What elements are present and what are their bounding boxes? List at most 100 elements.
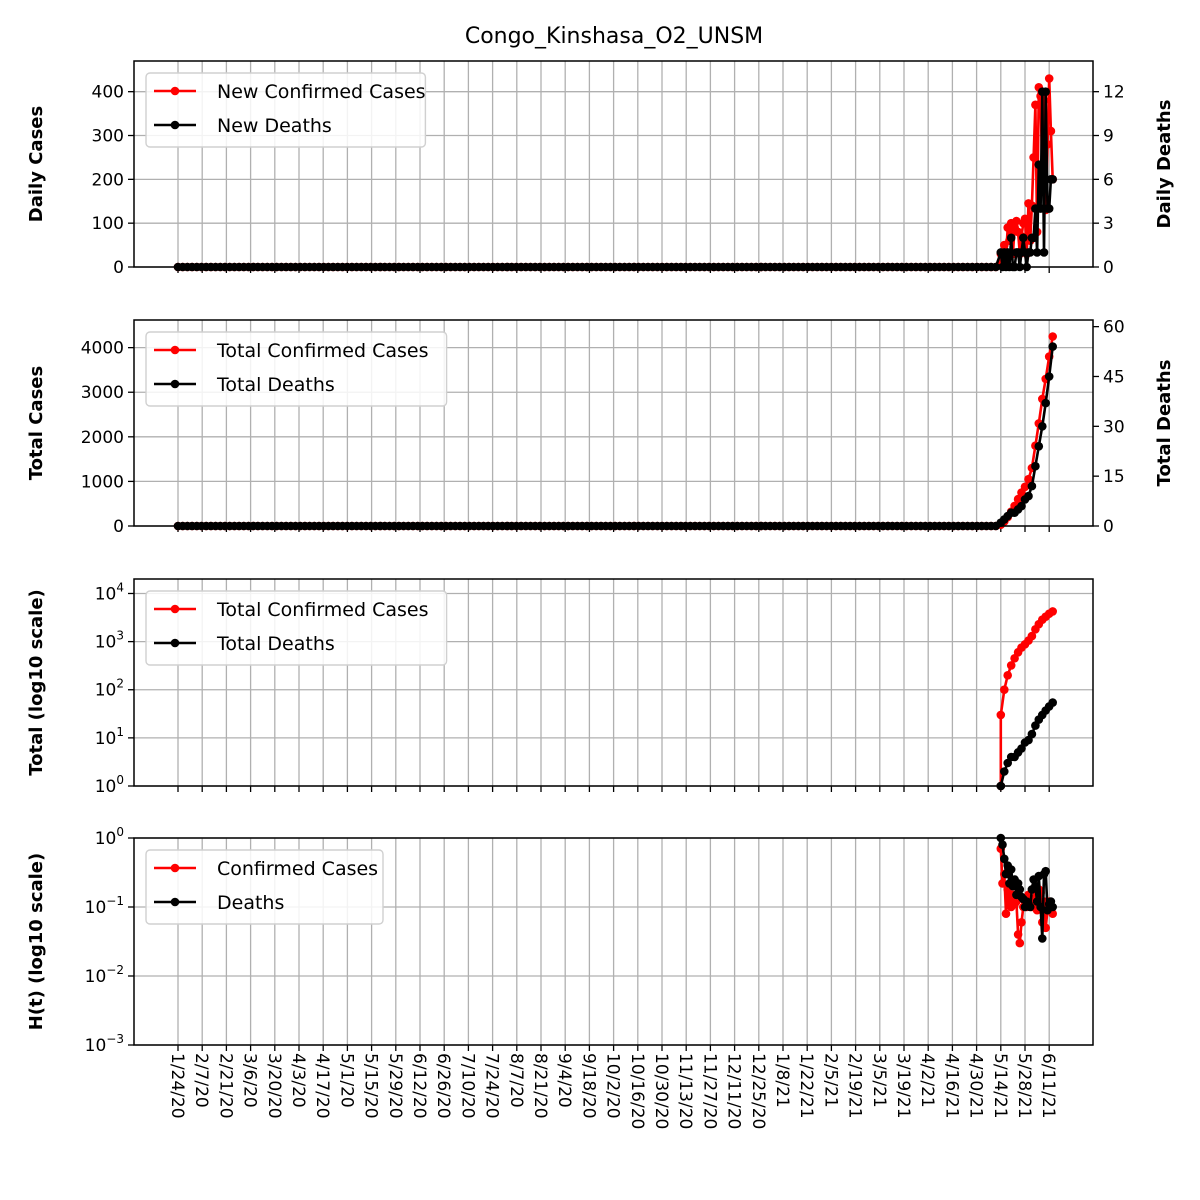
legend-swatch-marker (170, 379, 180, 389)
axes-frame (133, 60, 1094, 268)
legend: Total Confirmed Cases Total Deaths (145, 331, 448, 407)
legend-label: New Confirmed Cases (217, 81, 426, 103)
data-point (1048, 698, 1057, 707)
data-point (1027, 729, 1037, 739)
axes-frame (133, 837, 1094, 1046)
figure-title: Congo_Kinshasa_O2_UNSM (465, 24, 763, 49)
legend-swatch-marker (170, 604, 180, 614)
x-tick-label: 2/5/21 (820, 1053, 840, 1108)
x-tick-label: 2/19/21 (845, 1053, 865, 1119)
x-tick-label: 10/30/20 (651, 1053, 671, 1129)
x-tick-label: 4/17/20 (312, 1053, 332, 1119)
x-tick-label: 1/8/21 (772, 1053, 792, 1108)
y-right-tick-label: 60 (1103, 318, 1125, 338)
x-tick-label: 2/7/20 (191, 1053, 211, 1108)
x-tick-label: 5/28/21 (1014, 1053, 1034, 1119)
data-point (1029, 233, 1038, 243)
y-axis-label: Daily Cases (26, 106, 47, 222)
legend-swatch-marker (170, 638, 180, 648)
legend-label: Total Confirmed Cases (216, 599, 429, 621)
data-point (1017, 501, 1026, 511)
y-tick-label: 10−1 (85, 894, 124, 918)
y-right-tick-label: 30 (1103, 417, 1125, 437)
data-point (1025, 902, 1035, 912)
data-point (1036, 204, 1045, 213)
x-tick-label: 2/21/20 (215, 1053, 235, 1119)
x-tick-label: 5/15/20 (361, 1053, 381, 1119)
data-point (1001, 909, 1011, 918)
data-point (1024, 491, 1033, 501)
y-right-tick-label: 9 (1103, 127, 1114, 147)
legend: New Confirmed Cases New Deaths (145, 72, 427, 148)
data-point (1032, 248, 1042, 257)
data-point (1048, 902, 1057, 912)
series-2 (996, 698, 1057, 791)
y-right-tick-label: 3 (1103, 214, 1114, 234)
y-tick-label: 100 (92, 214, 124, 234)
data-point (1013, 930, 1023, 939)
data-point (1031, 461, 1040, 471)
x-tick-label: 4/16/21 (941, 1053, 961, 1119)
x-tick-label: 1/24/20 (167, 1053, 187, 1119)
y-axis-label: H(t) (log10 scale) (26, 853, 47, 1031)
y-right-tick-label: 12 (1103, 83, 1125, 103)
data-point (1006, 865, 1016, 874)
x-tick-label: 3/20/20 (264, 1053, 284, 1119)
data-point (1020, 482, 1030, 492)
data-point (1006, 233, 1016, 243)
y-tick-label: 0 (113, 517, 124, 537)
axes-frame (133, 319, 1094, 527)
data-point (1000, 685, 1009, 694)
x-tick-label: 3/5/21 (869, 1053, 889, 1108)
y-tick-label: 2000 (81, 428, 124, 448)
legend-swatch-marker (170, 86, 180, 96)
series-2 (173, 87, 1057, 272)
data-point (1044, 74, 1054, 83)
legend-box (145, 849, 384, 925)
y-tick-label: 3000 (81, 383, 124, 403)
legend-swatch-marker (170, 897, 180, 907)
y-right-tick-label: 45 (1103, 367, 1125, 387)
data-point (1003, 248, 1012, 257)
y-tick-label: 10−2 (85, 963, 124, 987)
data-point (1015, 938, 1025, 948)
data-point (1000, 767, 1009, 776)
y-tick-label: 1000 (81, 472, 124, 492)
data-point (1017, 918, 1026, 927)
legend: Total Confirmed Cases Total Deaths (145, 590, 448, 666)
data-point (1036, 902, 1045, 912)
x-tick-label: 3/19/21 (893, 1053, 913, 1119)
data-point (1048, 175, 1057, 184)
x-tick-label: 6/12/20 (409, 1053, 429, 1119)
y-axis-label: Total (log10 scale) (26, 589, 47, 776)
data-point (1003, 671, 1012, 680)
data-point (1029, 153, 1038, 162)
data-point (1027, 631, 1037, 641)
data-point (1041, 398, 1050, 408)
y-tick-label: 0 (113, 258, 124, 278)
x-tick-label: 5/29/20 (385, 1053, 405, 1119)
legend-box (145, 331, 448, 407)
y-right-axis-label: Daily Deaths (1154, 100, 1175, 229)
data-point (1048, 332, 1057, 341)
y-axis-label: Total Cases (26, 366, 47, 480)
y-tick-label: 400 (92, 83, 124, 103)
x-tick-label: 4/30/21 (966, 1053, 986, 1119)
x-tick-label: 10/16/20 (627, 1053, 647, 1129)
legend-label: Total Confirmed Cases (216, 340, 429, 362)
x-tick-label: 12/25/20 (748, 1053, 768, 1129)
legend-label: Total Deaths (216, 374, 335, 396)
data-point (1038, 934, 1047, 943)
data-point (1027, 481, 1037, 491)
x-tick-label: 11/27/20 (699, 1053, 719, 1129)
legend-swatch-marker (170, 120, 180, 130)
x-tick-label: 3/6/20 (240, 1053, 260, 1108)
x-tick-label: 5/14/21 (990, 1053, 1010, 1119)
data-point (1012, 216, 1021, 226)
legend-label: Confirmed Cases (217, 858, 378, 880)
panel-2: 0 1000 2000 3000 4000 0 15 30 45 60 Total Cases Tot… (26, 318, 1175, 537)
data-point (1000, 854, 1009, 864)
legend-box (145, 590, 448, 666)
data-point (1015, 885, 1025, 894)
